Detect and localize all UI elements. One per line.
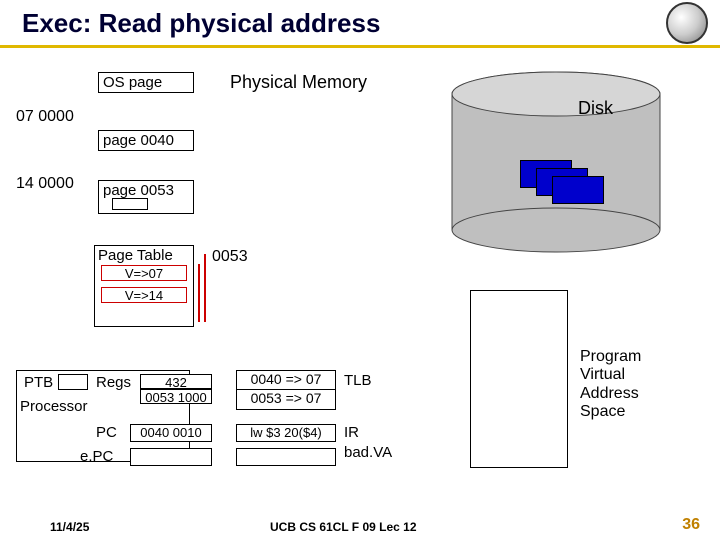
red-arrow-1 (204, 254, 206, 322)
reg-val-1: 432 (140, 374, 212, 389)
uc-seal-icon (666, 2, 708, 44)
tlb-label: TLB (344, 372, 372, 389)
badva-val (236, 448, 336, 466)
addr-07: 07 0000 (16, 108, 74, 126)
footer-page: 36 (682, 516, 700, 534)
ptb-label: PTB (24, 374, 53, 391)
pc-val: 0040 0010 (130, 424, 212, 442)
page-title: Exec: Read physical address (0, 0, 720, 43)
pte-v07: V=>07 (101, 265, 187, 281)
badva-label: bad.VA (344, 444, 392, 461)
phys-mem-label: Physical Memory (230, 72, 367, 93)
val-0053: 0053 (212, 248, 248, 266)
ir-label: IR (344, 424, 359, 441)
os-page-box: OS page (98, 72, 194, 93)
program-va-label: Program Virtual Address Space (580, 348, 641, 422)
disk-block-3 (552, 176, 604, 204)
tlb-row-1: 0040 => 07 (237, 371, 335, 390)
epc-val (130, 448, 212, 466)
addr-14: 14 0000 (16, 175, 74, 193)
tlb-row-2: 0053 => 07 (237, 390, 335, 409)
page-0040-box: page 0040 (98, 130, 194, 151)
pte-v14: V=>14 (101, 287, 187, 303)
disk-label: Disk (578, 98, 613, 119)
red-arrow-2 (198, 264, 200, 322)
epc-label: e.PC (80, 448, 113, 465)
reg-val-2: 0053 1000 (140, 389, 212, 404)
processor-label: Processor (20, 398, 88, 415)
program-va-box (470, 290, 568, 468)
footer-date: 11/4/25 (50, 520, 89, 534)
ir-val: lw $3 20($4) (236, 424, 336, 442)
regs-label: Regs (96, 374, 131, 391)
ptb-val (58, 374, 88, 390)
title-underline (0, 45, 720, 48)
tlb-box: 0040 => 07 0053 => 07 (236, 370, 336, 410)
footer-mid: UCB CS 61CL F 09 Lec 12 (270, 520, 417, 534)
pc-label: PC (96, 424, 117, 441)
page-table-label: Page Table (95, 246, 193, 265)
page-table-box: Page Table V=>07 V=>14 (94, 245, 194, 327)
mini-slot-1 (112, 198, 148, 210)
